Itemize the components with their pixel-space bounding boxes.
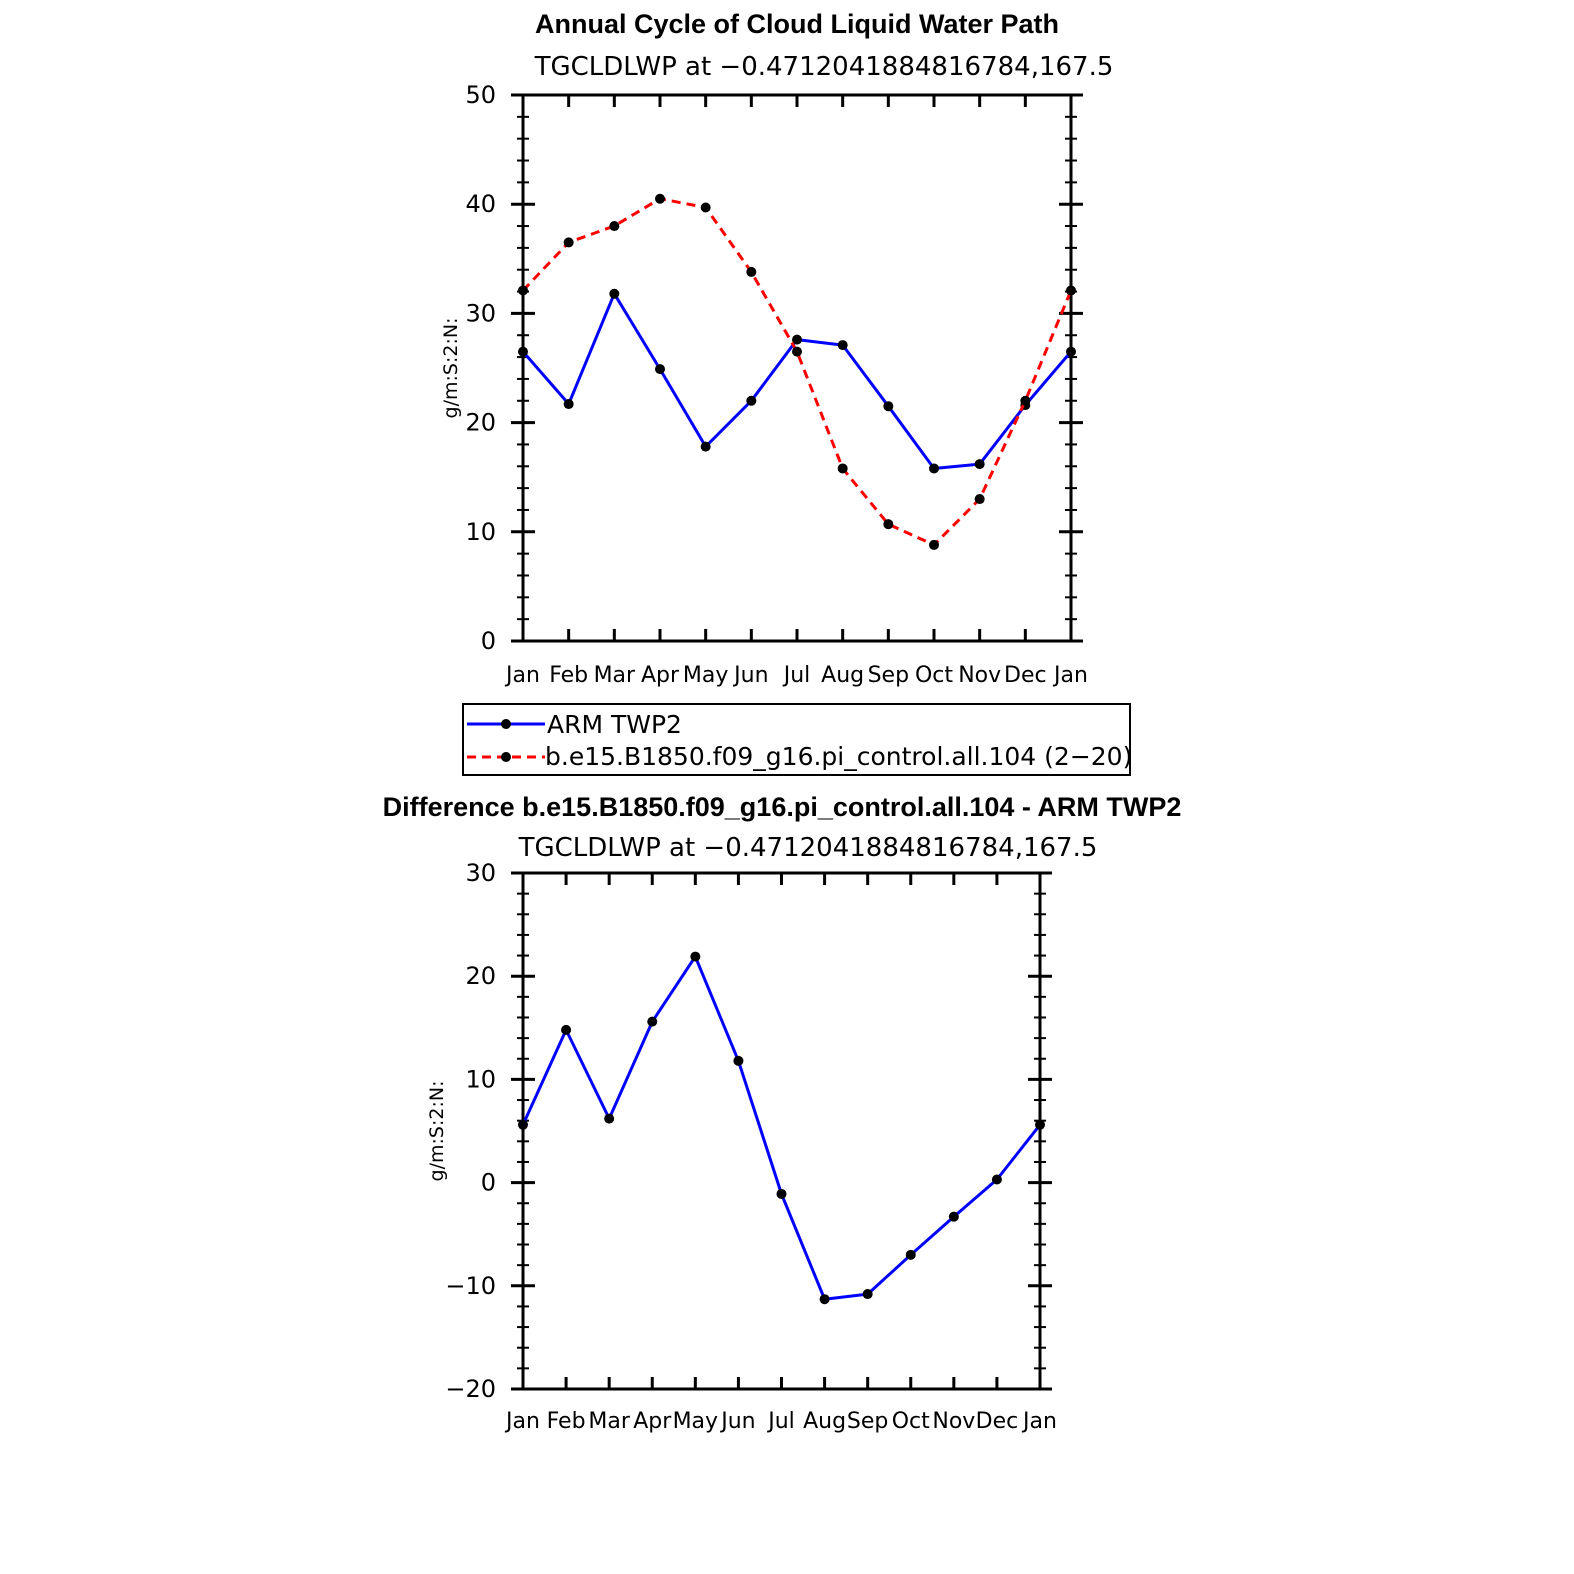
chart2-xtick-label: Dec [976,1409,1019,1434]
chart1-series-2-point [1066,285,1076,296]
chart2-series-1-point [862,1289,873,1300]
chart1-xtick-label: Jan [504,663,540,688]
chart1-series-2-point [929,539,939,550]
chart1-ytick-label: 0 [481,627,496,655]
chart1-xtick-label: Dec [1004,663,1047,688]
chart1-series-1-point [609,288,620,299]
chart2-series-1-point [948,1211,959,1222]
chart2-ytick-label: −10 [445,1272,496,1300]
chart1-series-2-point [518,285,528,296]
legend-label-series-1: ARM TWP2 [547,710,682,739]
chart2-xtick-label: Apr [633,1409,672,1434]
chart1-ytick-label: 20 [465,409,496,437]
chart2-ytick-label: 30 [465,859,496,887]
chart1-ytick-label: 40 [465,190,496,218]
legend-marker-series-1 [501,719,511,729]
chart2-xtick-label: Jan [504,1409,540,1434]
chart2-xtick-label: Sep [847,1409,888,1434]
chart2-ytick-label: 10 [465,1065,496,1093]
chart2-ylabel: g/m:S:2:N: [426,1081,448,1182]
chart2-xtick-label: Jan [1021,1409,1057,1434]
chart1-xtick-label: Jul [782,663,811,688]
chart1-series-2-point [974,494,985,505]
chart1-xtick-label: May [683,663,728,688]
chart2-xtick-label: Nov [932,1409,975,1434]
chart2-series-1-point [905,1249,916,1260]
chart1-legend: ARM TWP2 b.e15.B1850.f09_g16.pi_control.… [462,703,1132,776]
chart2-series-1-point [733,1055,744,1066]
chart1-series-2-point [883,519,894,530]
chart1-series-1-point [746,395,757,406]
chart1-series-1-point [883,401,894,412]
chart1-series-2-point [746,266,757,277]
chart1-frame [521,93,1073,643]
chart1-subtitle: TGCLDLWP at −0.4712041884816784,167.5 [534,52,1114,82]
chart1-xtick-label: Mar [594,663,636,688]
chart1-ytick-label: 50 [465,81,496,109]
chart2-series-1-point [518,1119,528,1130]
chart1-series-2-point [609,221,620,232]
chart1-ylabel: g/m:S:2:N: [440,318,462,419]
chart1-ytick-label: 30 [465,299,496,327]
chart2-series-1-point [647,1016,658,1027]
chart1-series-2-point [655,193,665,204]
chart1-series-1-point [837,340,848,351]
chart2-series-1-point [776,1188,787,1199]
chart2-plot: Jan Feb Mar Apr May Jun Jul Aug Sep Oct Nov Dec Jan−… [445,859,1057,1434]
chart1-series-2-point [1020,395,1031,406]
chart1-series-1-point [1066,346,1076,357]
chart2-ytick-label: −20 [445,1375,496,1403]
chart2-xtick-label: Mar [588,1409,630,1434]
chart1-xtick-label: Apr [641,663,680,688]
chart1-series-1-point [792,334,802,345]
chart2-xtick-label: Oct [892,1409,930,1434]
chart1-series-1-point [700,441,711,452]
chart1-series-1-point [518,346,528,357]
chart2-series-1-point [991,1174,1002,1185]
chart2-ytick-label: 20 [465,962,496,990]
chart2-title: Difference b.e15.B1850.f09_g16.pi_contro… [383,792,1182,822]
chart1-xtick-label: Nov [958,663,1001,688]
chart1-xtick-label: Feb [549,663,588,688]
legend-label-series-2: b.e15.B1850.f09_g16.pi_control.all.104 (… [545,742,1132,771]
chart2-series-1-point [604,1113,615,1124]
chart2-xtick-label: Jun [719,1409,755,1434]
chart1-xtick-label: Jun [732,663,768,688]
chart2-series-1-point [1035,1119,1045,1130]
chart1-xtick-label: Sep [868,663,909,688]
chart1-series-1-point [974,459,985,470]
chart2-series-1-point [819,1294,830,1305]
chart2-series-1-point [690,951,701,962]
chart1-plot: Jan Feb Mar Apr May Jun Jul Aug Sep Oct Nov Dec Jan0… [465,81,1088,688]
chart2-series-1-line [521,955,1042,1301]
chart1-series-2-point [792,346,802,357]
chart1-series-1-point [929,463,939,474]
chart2-ytick-label: 0 [481,1169,496,1197]
chart2-xtick-label: Feb [547,1409,586,1434]
chart2-series-1-point [561,1024,572,1035]
chart2-subtitle: TGCLDLWP at −0.4712041884816784,167.5 [518,833,1098,863]
chart2-xtick-label: Aug [803,1409,846,1434]
chart1-series-2-point [563,237,574,248]
chart1-series-1-point [655,364,665,375]
chart2-xtick-label: May [673,1409,718,1434]
legend-frame [462,703,1131,776]
chart2-xtick-label: Jul [766,1409,795,1434]
chart1-series-2-point [837,463,848,474]
legend-marker-series-2 [501,752,511,762]
chart1-series-1-line [521,292,1073,470]
chart1-xtick-label: Oct [915,663,953,688]
chart1-title: Annual Cycle of Cloud Liquid Water Path [535,9,1059,39]
chart2-frame [521,871,1042,1391]
chart1-ytick-label: 10 [465,518,496,546]
chart1-series-2-point [700,202,711,213]
chart1-xtick-label: Jan [1052,663,1088,688]
chart1-series-2-line [521,197,1073,547]
chart1-series-1-point [563,399,574,410]
chart1-xtick-label: Aug [821,663,864,688]
